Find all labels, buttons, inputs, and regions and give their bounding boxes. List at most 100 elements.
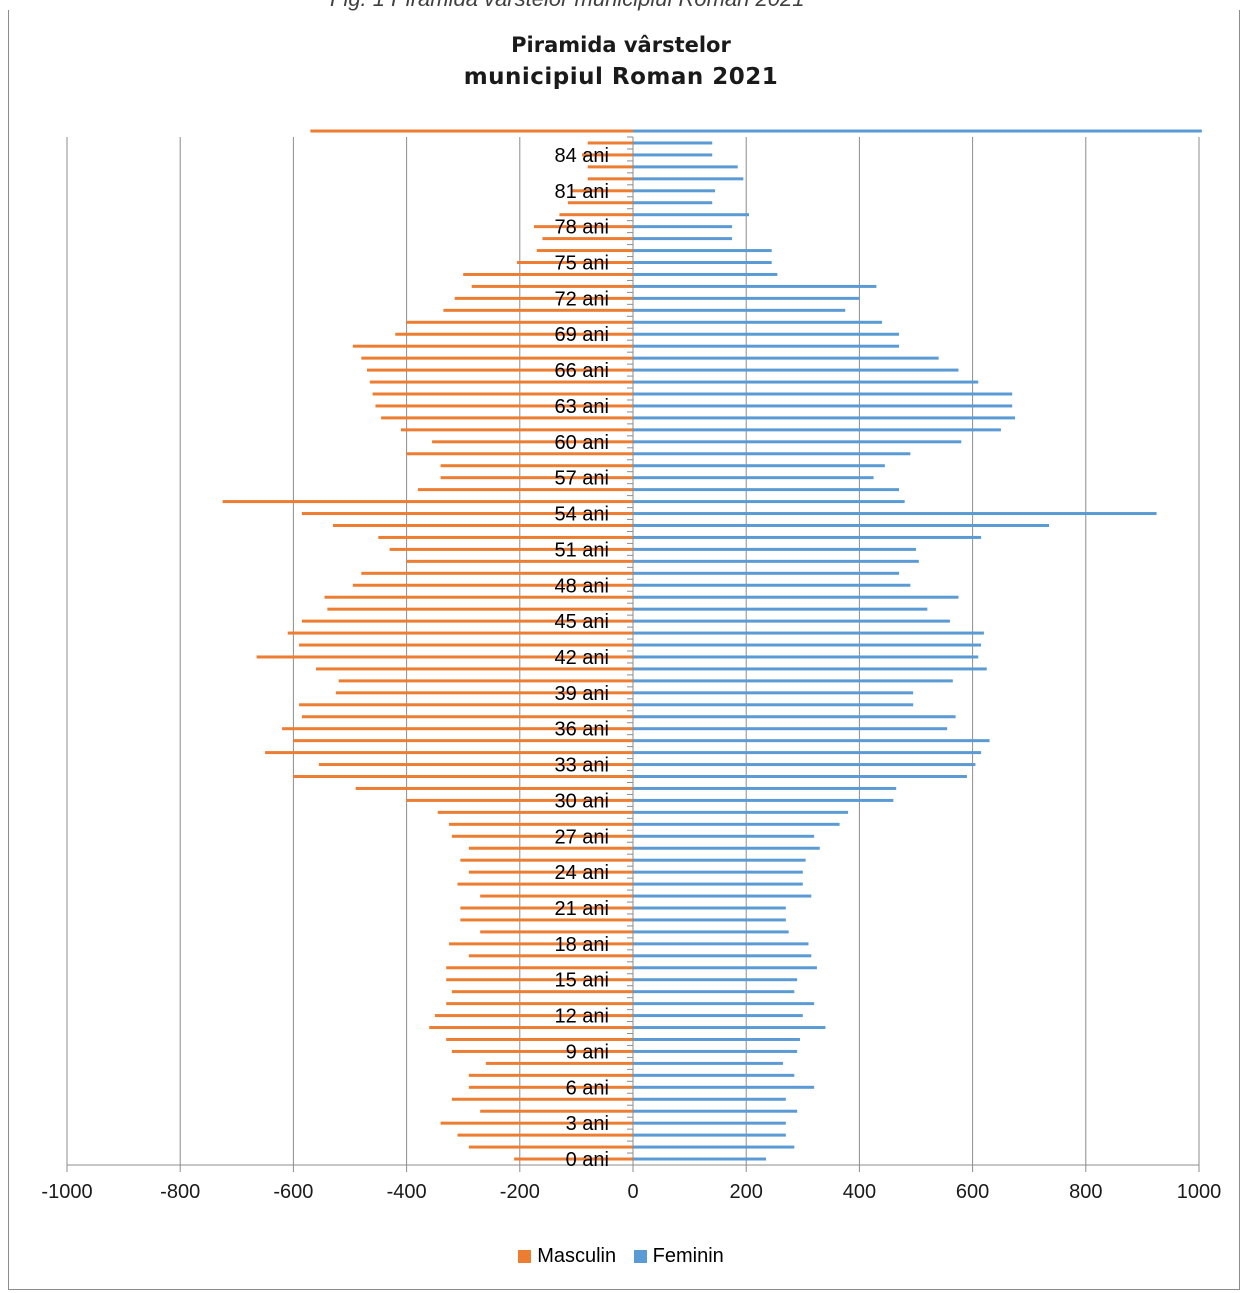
bar-feminin	[633, 619, 950, 623]
bar-masculin	[333, 523, 633, 527]
bar-masculin	[301, 619, 633, 623]
bar-masculin	[440, 1121, 633, 1125]
bar-feminin	[633, 332, 900, 336]
bar-feminin	[633, 966, 817, 970]
bar-feminin	[633, 667, 987, 671]
bar-masculin	[316, 667, 633, 671]
bar-feminin	[633, 1133, 786, 1137]
bar-masculin	[446, 1002, 633, 1006]
bar-feminin	[633, 954, 812, 958]
bar-feminin	[633, 428, 1001, 432]
bar-feminin	[633, 464, 885, 468]
bar-feminin	[633, 523, 1050, 527]
bar-feminin	[633, 488, 900, 492]
y-tick-label: 18 ani	[555, 934, 610, 956]
bar-feminin	[633, 882, 803, 886]
bar-masculin	[460, 918, 633, 922]
bar-feminin	[633, 1037, 800, 1041]
bar-masculin	[480, 930, 633, 934]
bar-masculin	[406, 559, 633, 563]
bar-feminin	[633, 679, 953, 683]
bar-masculin	[485, 1061, 633, 1065]
bar-masculin	[468, 870, 633, 874]
x-tick-label-9: 800	[1069, 1181, 1102, 1203]
bar-masculin	[451, 1097, 633, 1101]
bar-masculin	[570, 189, 633, 193]
y-tick-label: 69 ani	[555, 324, 610, 346]
y-tick-label: 63 ani	[555, 396, 610, 418]
y-tick-label: 33 ani	[555, 755, 610, 777]
bar-feminin	[633, 1026, 826, 1030]
bar-feminin	[633, 595, 959, 599]
bar-feminin	[633, 930, 789, 934]
bar-masculin	[378, 535, 633, 539]
bar-masculin	[256, 655, 633, 659]
y-tick-label: 39 ani	[555, 683, 610, 705]
legend-item-feminin: Feminin	[633, 1245, 724, 1268]
bar-feminin	[633, 512, 1157, 516]
bar-masculin	[389, 547, 633, 551]
bar-feminin	[633, 547, 916, 551]
bar-feminin	[633, 727, 948, 731]
bar-feminin	[633, 272, 778, 276]
bar-masculin	[536, 249, 633, 253]
bar-feminin	[633, 583, 911, 587]
bar-masculin	[400, 428, 633, 432]
bar-masculin	[468, 954, 633, 958]
bar-masculin	[582, 153, 633, 157]
bar-feminin	[633, 990, 795, 994]
bar-feminin	[633, 452, 911, 456]
bar-masculin	[514, 1157, 633, 1161]
bar-feminin	[633, 308, 846, 312]
chart-title-line1: Piramida vârstelor	[511, 33, 731, 57]
x-tick-label-7: 400	[843, 1181, 876, 1203]
bar-feminin	[633, 942, 809, 946]
bar-feminin	[633, 1061, 783, 1065]
bar-feminin	[633, 918, 786, 922]
bar-masculin	[449, 942, 633, 946]
bar-feminin	[633, 237, 733, 241]
bar-feminin	[633, 213, 750, 217]
bar-masculin	[468, 1073, 633, 1077]
bar-feminin	[633, 870, 803, 874]
y-tick-label: 15 ani	[555, 970, 610, 992]
bar-masculin	[471, 284, 633, 288]
y-tick-label: 27 ani	[555, 826, 610, 848]
bar-masculin	[352, 344, 633, 348]
bar-masculin	[587, 141, 633, 145]
bar-feminin	[633, 1109, 798, 1113]
bar-masculin	[437, 810, 633, 814]
bar-masculin	[446, 966, 633, 970]
bar-masculin	[533, 225, 633, 229]
x-tick-label-3: -400	[387, 1181, 427, 1203]
top-caption: Fig. 1 Piramida vârstelor municipiul Rom…	[0, 0, 1242, 14]
y-tick-label: 42 ani	[555, 647, 610, 669]
bar-masculin	[361, 356, 633, 360]
bar-masculin	[265, 751, 633, 755]
bar-masculin	[432, 440, 633, 444]
bar-feminin	[633, 1085, 815, 1089]
bar-feminin	[633, 1002, 815, 1006]
bar-masculin	[293, 775, 633, 779]
bar-feminin	[633, 775, 967, 779]
bar-feminin	[633, 368, 959, 372]
bar-masculin	[406, 320, 633, 324]
bar-masculin	[406, 798, 633, 802]
bar-masculin	[318, 763, 633, 767]
bar-feminin	[633, 189, 716, 193]
bar-feminin	[633, 1049, 798, 1053]
bar-masculin	[460, 906, 633, 910]
bar-feminin	[633, 296, 860, 300]
y-tick-label: 12 ani	[555, 1006, 610, 1028]
bar-feminin	[633, 261, 772, 265]
bar-masculin	[335, 691, 633, 695]
y-tick-label: 57 ani	[555, 468, 610, 490]
bar-feminin	[633, 631, 984, 635]
y-tick-label: 21 ani	[555, 898, 610, 920]
x-tick-label-0: -1000	[41, 1181, 92, 1203]
bar-feminin	[633, 440, 962, 444]
y-tick-label: 9 ani	[566, 1041, 609, 1063]
bar-masculin	[293, 739, 633, 743]
bar-masculin	[457, 882, 633, 886]
